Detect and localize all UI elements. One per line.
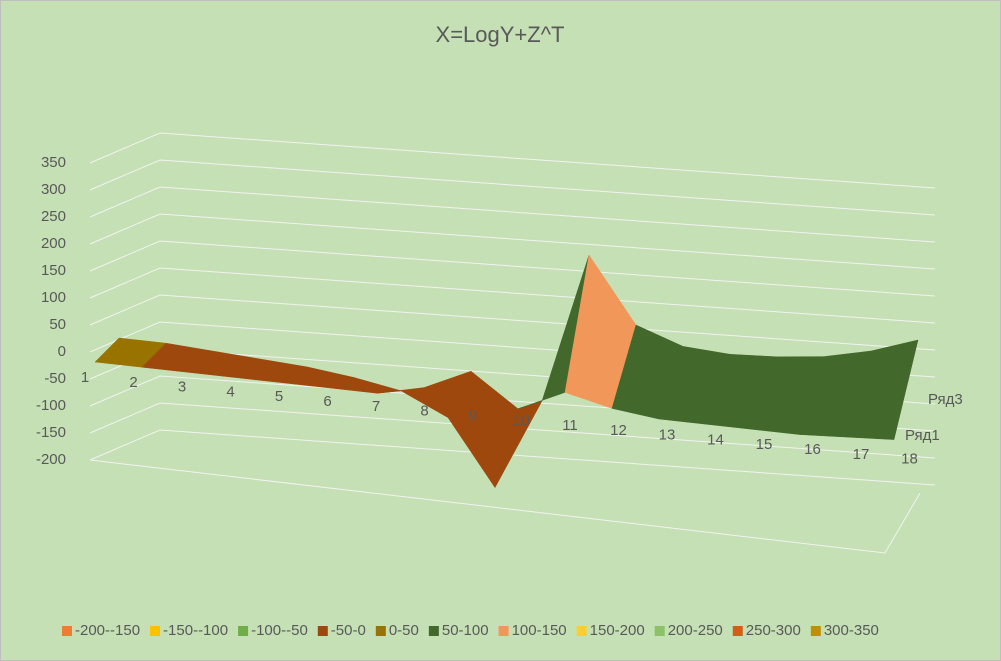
z-tick-label: -100 — [36, 397, 66, 414]
floor — [89, 459, 921, 554]
surface-patch — [846, 339, 919, 440]
legend-swatch — [238, 626, 249, 636]
x-tick-label: 11 — [562, 417, 578, 434]
legend-label: 150-200 — [590, 622, 645, 639]
legend-label: 50-100 — [442, 622, 489, 639]
z-tick-label: -200 — [36, 451, 66, 468]
legend-label: 250-300 — [746, 622, 801, 639]
grid-line — [89, 402, 936, 459]
chart-title: X=LogY+Z^T — [436, 22, 565, 47]
grid-line — [89, 159, 936, 216]
grid-line — [89, 132, 936, 189]
z-tick-label: 0 — [58, 343, 66, 360]
x-tick-label: 3 — [178, 379, 186, 396]
legend-label: -50-0 — [331, 622, 366, 639]
x-tick-label: 12 — [610, 422, 627, 439]
x-tick-label: 13 — [659, 427, 676, 444]
x-tick-label: 5 — [275, 388, 283, 405]
grid-line — [89, 213, 936, 270]
x-tick-label: 6 — [323, 393, 331, 410]
x-tick-label: 18 — [901, 451, 918, 468]
z-tick-label: -50 — [44, 370, 66, 387]
legend-label: 300-350 — [824, 622, 879, 639]
z-tick-label: 50 — [49, 316, 66, 333]
x-tick-label: 7 — [372, 398, 380, 415]
z-tick-label: 300 — [41, 181, 66, 198]
legend-swatch — [732, 626, 743, 636]
legend-swatch — [375, 626, 386, 636]
z-tick-label: 100 — [41, 289, 66, 306]
x-tick-label: 1 — [81, 369, 89, 386]
x-tick-label: 2 — [129, 374, 137, 391]
legend-label: 100-150 — [512, 622, 567, 639]
legend: -200--150 -150--100 -100--50 -50-0 0-50 50-10… — [62, 622, 879, 639]
x-tick-label: 14 — [707, 431, 724, 448]
z-tick-label: 150 — [41, 262, 66, 279]
z-tick-label: 200 — [41, 235, 66, 252]
x-tick-label: 17 — [853, 446, 870, 463]
x-tick-label: 9 — [469, 407, 477, 424]
legend-swatch — [810, 626, 821, 636]
legend-swatch — [62, 626, 72, 636]
x-tick-label: 15 — [756, 436, 773, 453]
surface — [94, 254, 919, 488]
grid-line — [89, 186, 936, 243]
legend-label: -150--100 — [163, 622, 228, 639]
legend-swatch — [150, 626, 161, 636]
grid-line — [89, 267, 936, 324]
legend-label: 200-250 — [668, 622, 723, 639]
x-tick-label: 16 — [804, 441, 821, 458]
legend-swatch — [576, 626, 587, 636]
legend-swatch — [428, 626, 439, 636]
z-tick-label: 250 — [41, 208, 66, 225]
x-tick-label: 8 — [420, 403, 428, 420]
series-label: Ряд1 — [905, 427, 940, 444]
legend-swatch — [654, 626, 665, 636]
z-tick-label: -150 — [36, 424, 66, 441]
legend-swatch — [498, 626, 509, 636]
legend-label: 0-50 — [389, 622, 419, 639]
grid-line — [89, 240, 936, 297]
series-label: Ряд3 — [928, 391, 963, 408]
legend-swatch — [317, 626, 328, 636]
z-tick-label: 350 — [41, 154, 66, 171]
grid-line — [89, 429, 936, 486]
x-tick-label: 4 — [226, 383, 234, 400]
legend-label: -200--150 — [75, 622, 140, 639]
grid-line — [89, 294, 936, 351]
legend-label: -100--50 — [251, 622, 308, 639]
x-tick-label: 10 — [513, 412, 530, 429]
